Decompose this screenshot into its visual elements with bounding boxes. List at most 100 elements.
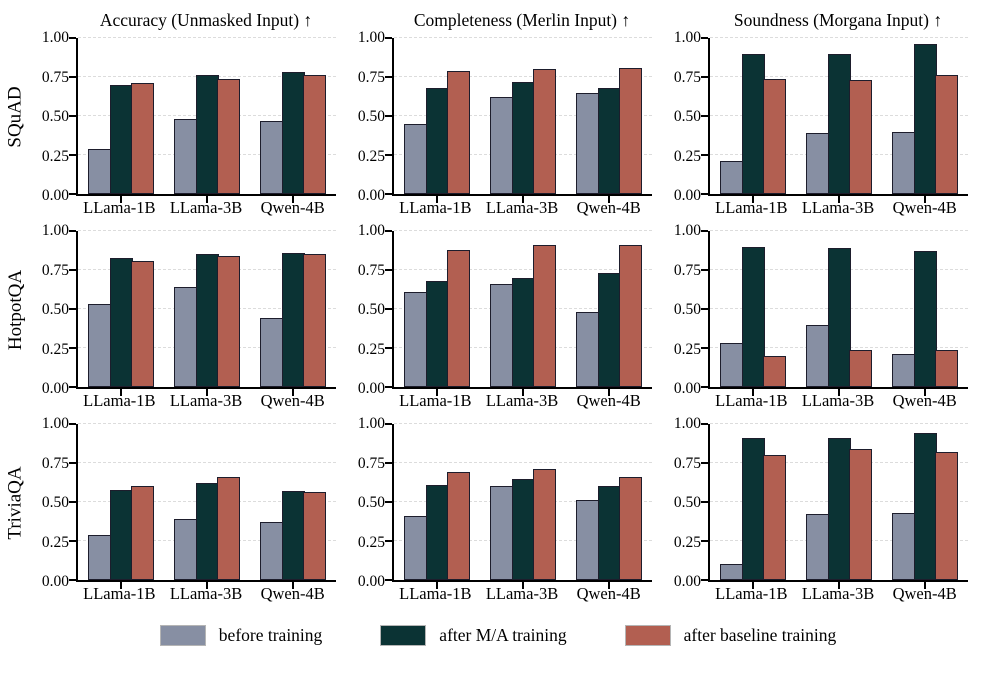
subplot-title: Soundness (Morgana Input) ↑ [733,10,943,30]
subplot: 0.00 0.25 0.50 0.75 1.00 LLama-1B LLama-3B Qwen… [346,416,652,608]
x-tick [751,582,754,589]
y-tick-label: 0.00 [357,573,385,590]
x-tick-label: Qwen-4B [576,391,641,410]
bar-group [164,231,250,387]
bar [576,312,599,387]
y-tick [701,193,708,195]
plot-area [701,37,968,203]
bar [303,491,326,580]
bar [597,273,621,387]
x-tick [838,582,840,589]
row-label-text: TriviaQA [5,466,27,540]
bar-group [566,231,652,387]
x-tick-label: LLama-3B [801,584,875,603]
bar [404,123,427,194]
y-tick [69,347,76,349]
x-tick [206,389,208,396]
x-tick [923,582,926,589]
x-tick-label: LLama-1B [715,584,788,603]
y-tick-label: 0.50 [357,494,385,511]
x-tick-label: LLama-1B [715,391,788,410]
x-tick-label: LLama-3B [169,584,243,603]
y-tick-label: 0.75 [673,68,701,86]
bar [827,53,851,194]
y-tick [385,462,392,464]
bar-group [78,38,164,194]
subplot-title: Completeness (Merlin Input) ↑ [413,10,631,30]
y-tick-label: 0.75 [41,261,69,279]
bar [913,433,937,580]
y-axis: 0.00 0.25 0.50 0.75 1.00 [662,223,708,397]
bar-group [882,424,968,580]
y-tick-label: 0.50 [41,301,69,318]
bar [447,70,470,194]
y-tick [701,462,708,464]
legend-item-after-baseline-training: after baseline training [624,624,837,646]
bar-group [250,38,336,194]
plot-area [69,423,336,589]
legend-item-before-training: before training [159,624,322,646]
axes: 0.00 0.25 0.50 0.75 1.00 [30,30,336,204]
gridline [394,76,652,77]
y-tick [701,230,708,232]
gridline [78,37,336,38]
x-tick [522,389,524,396]
x-tick-label: LLama-1B [715,198,788,217]
x-tick-label: Qwen-4B [892,198,957,217]
y-tick [701,423,708,425]
x-tick [751,389,754,396]
y-tick-label: 0.00 [41,573,69,590]
x-tick-labels: LLama-1B LLama-3B Qwen-4B [76,389,336,415]
y-tick [69,386,76,388]
bar-group [710,38,796,194]
y-tick [701,501,708,503]
bar [913,44,937,194]
column-titles: Accuracy (Unmasked Input) ↑ Completeness … [30,8,994,38]
x-tick-label: Qwen-4B [260,391,325,410]
bar [892,354,915,387]
gridline [78,462,336,463]
y-axis: 0.00 0.25 0.50 0.75 1.00 [662,416,708,590]
bar [490,284,513,387]
y-tick-label: 0.75 [41,68,69,86]
bar [720,564,743,580]
axes: 0.00 0.25 0.50 0.75 1.00 [346,416,652,590]
y-tick-label: 1.00 [357,222,385,239]
plot-area [69,230,336,396]
x-tick [435,582,438,589]
x-tick-label: LLama-3B [801,391,875,410]
bar [217,78,240,194]
y-tick-label: 0.75 [41,454,69,472]
bar [174,119,197,194]
bar [806,324,829,387]
gridline [78,423,336,424]
bar [597,87,621,194]
chart-row-triviaqa: TriviaQA 0.00 0.25 0.50 0.75 1.00 LLama-1B LLam… [2,416,994,608]
y-tick [701,308,708,310]
x-tick [291,389,294,396]
x-tick-label: LLama-1B [83,391,156,410]
y-tick-label: 0.50 [41,494,69,511]
gridline [394,269,652,270]
x-tick-label: LLama-3B [801,198,875,217]
y-tick-label: 0.50 [673,301,701,318]
legend-swatch-before-training [159,624,206,646]
legend: before training after M/A training after… [2,617,994,653]
legend-item-after-ma-training: after M/A training [380,624,567,646]
bar [88,148,111,194]
legend-label: after baseline training [683,624,837,645]
y-tick-label: 0.75 [673,261,701,279]
y-tick-label: 0.50 [673,494,701,511]
x-tick-labels: LLama-1B LLama-3B Qwen-4B [392,389,652,415]
y-tick [69,462,76,464]
bar [741,53,765,194]
bar [404,291,427,387]
plot-area [385,230,652,396]
bar [849,349,872,387]
bar [109,257,133,387]
bar [576,500,599,580]
plot-area [701,423,968,589]
plot-area [385,423,652,589]
y-tick-label: 0.75 [357,454,385,472]
y-tick [385,37,392,39]
